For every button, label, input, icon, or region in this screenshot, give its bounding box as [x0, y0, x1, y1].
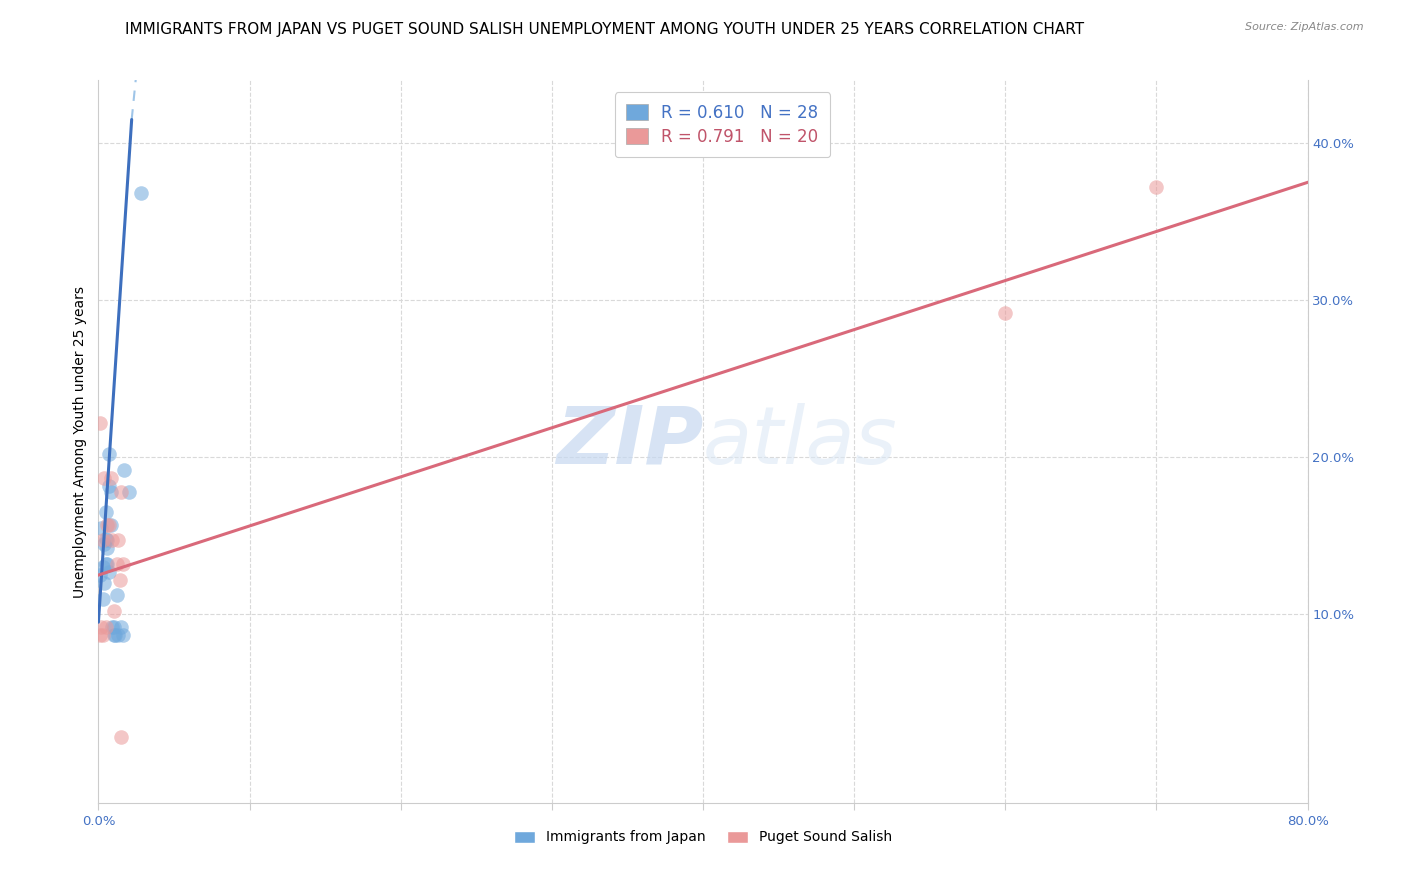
Point: [101, 620, 124, 634]
Point: [110, 730, 132, 744]
Point: [91, 591, 114, 606]
Point: [91, 560, 114, 574]
Point: [96, 557, 118, 571]
Point: [129, 186, 152, 201]
Point: [101, 533, 124, 548]
Point: [103, 620, 125, 634]
Point: [98, 565, 121, 579]
Point: [94, 532, 117, 546]
Point: [89, 568, 111, 582]
Point: [94, 557, 117, 571]
Point: [105, 589, 128, 603]
Point: [100, 484, 122, 499]
Point: [91, 628, 114, 642]
Text: atlas: atlas: [703, 402, 898, 481]
Point: [93, 536, 115, 550]
Point: [98, 517, 121, 532]
Point: [89, 416, 111, 430]
Point: [98, 478, 121, 492]
Point: [89, 628, 111, 642]
Text: Source: ZipAtlas.com: Source: ZipAtlas.com: [1246, 22, 1364, 32]
Point: [111, 557, 134, 571]
Point: [1144, 180, 1167, 194]
Point: [107, 533, 129, 548]
Point: [96, 533, 118, 548]
Point: [90, 521, 112, 535]
Point: [90, 620, 112, 634]
Point: [994, 306, 1017, 320]
Point: [94, 505, 117, 519]
Point: [108, 573, 131, 587]
Point: [93, 575, 115, 590]
Legend: Immigrants from Japan, Puget Sound Salish: Immigrants from Japan, Puget Sound Salis…: [509, 825, 897, 850]
Point: [118, 484, 141, 499]
Point: [94, 620, 117, 634]
Point: [100, 471, 122, 485]
Point: [103, 628, 125, 642]
Text: ZIP: ZIP: [555, 402, 703, 481]
Point: [110, 620, 132, 634]
Point: [96, 541, 118, 556]
Point: [107, 628, 129, 642]
Y-axis label: Unemployment Among Youth under 25 years: Unemployment Among Youth under 25 years: [73, 285, 87, 598]
Point: [91, 533, 114, 548]
Text: IMMIGRANTS FROM JAPAN VS PUGET SOUND SALISH UNEMPLOYMENT AMONG YOUTH UNDER 25 YE: IMMIGRANTS FROM JAPAN VS PUGET SOUND SAL…: [125, 22, 1084, 37]
Point: [111, 628, 134, 642]
Point: [93, 471, 115, 485]
Point: [103, 604, 125, 618]
Point: [104, 628, 127, 642]
Point: [98, 447, 121, 461]
Point: [100, 517, 122, 532]
Point: [105, 557, 128, 571]
Point: [110, 484, 132, 499]
Point: [96, 517, 118, 532]
Point: [112, 463, 135, 477]
